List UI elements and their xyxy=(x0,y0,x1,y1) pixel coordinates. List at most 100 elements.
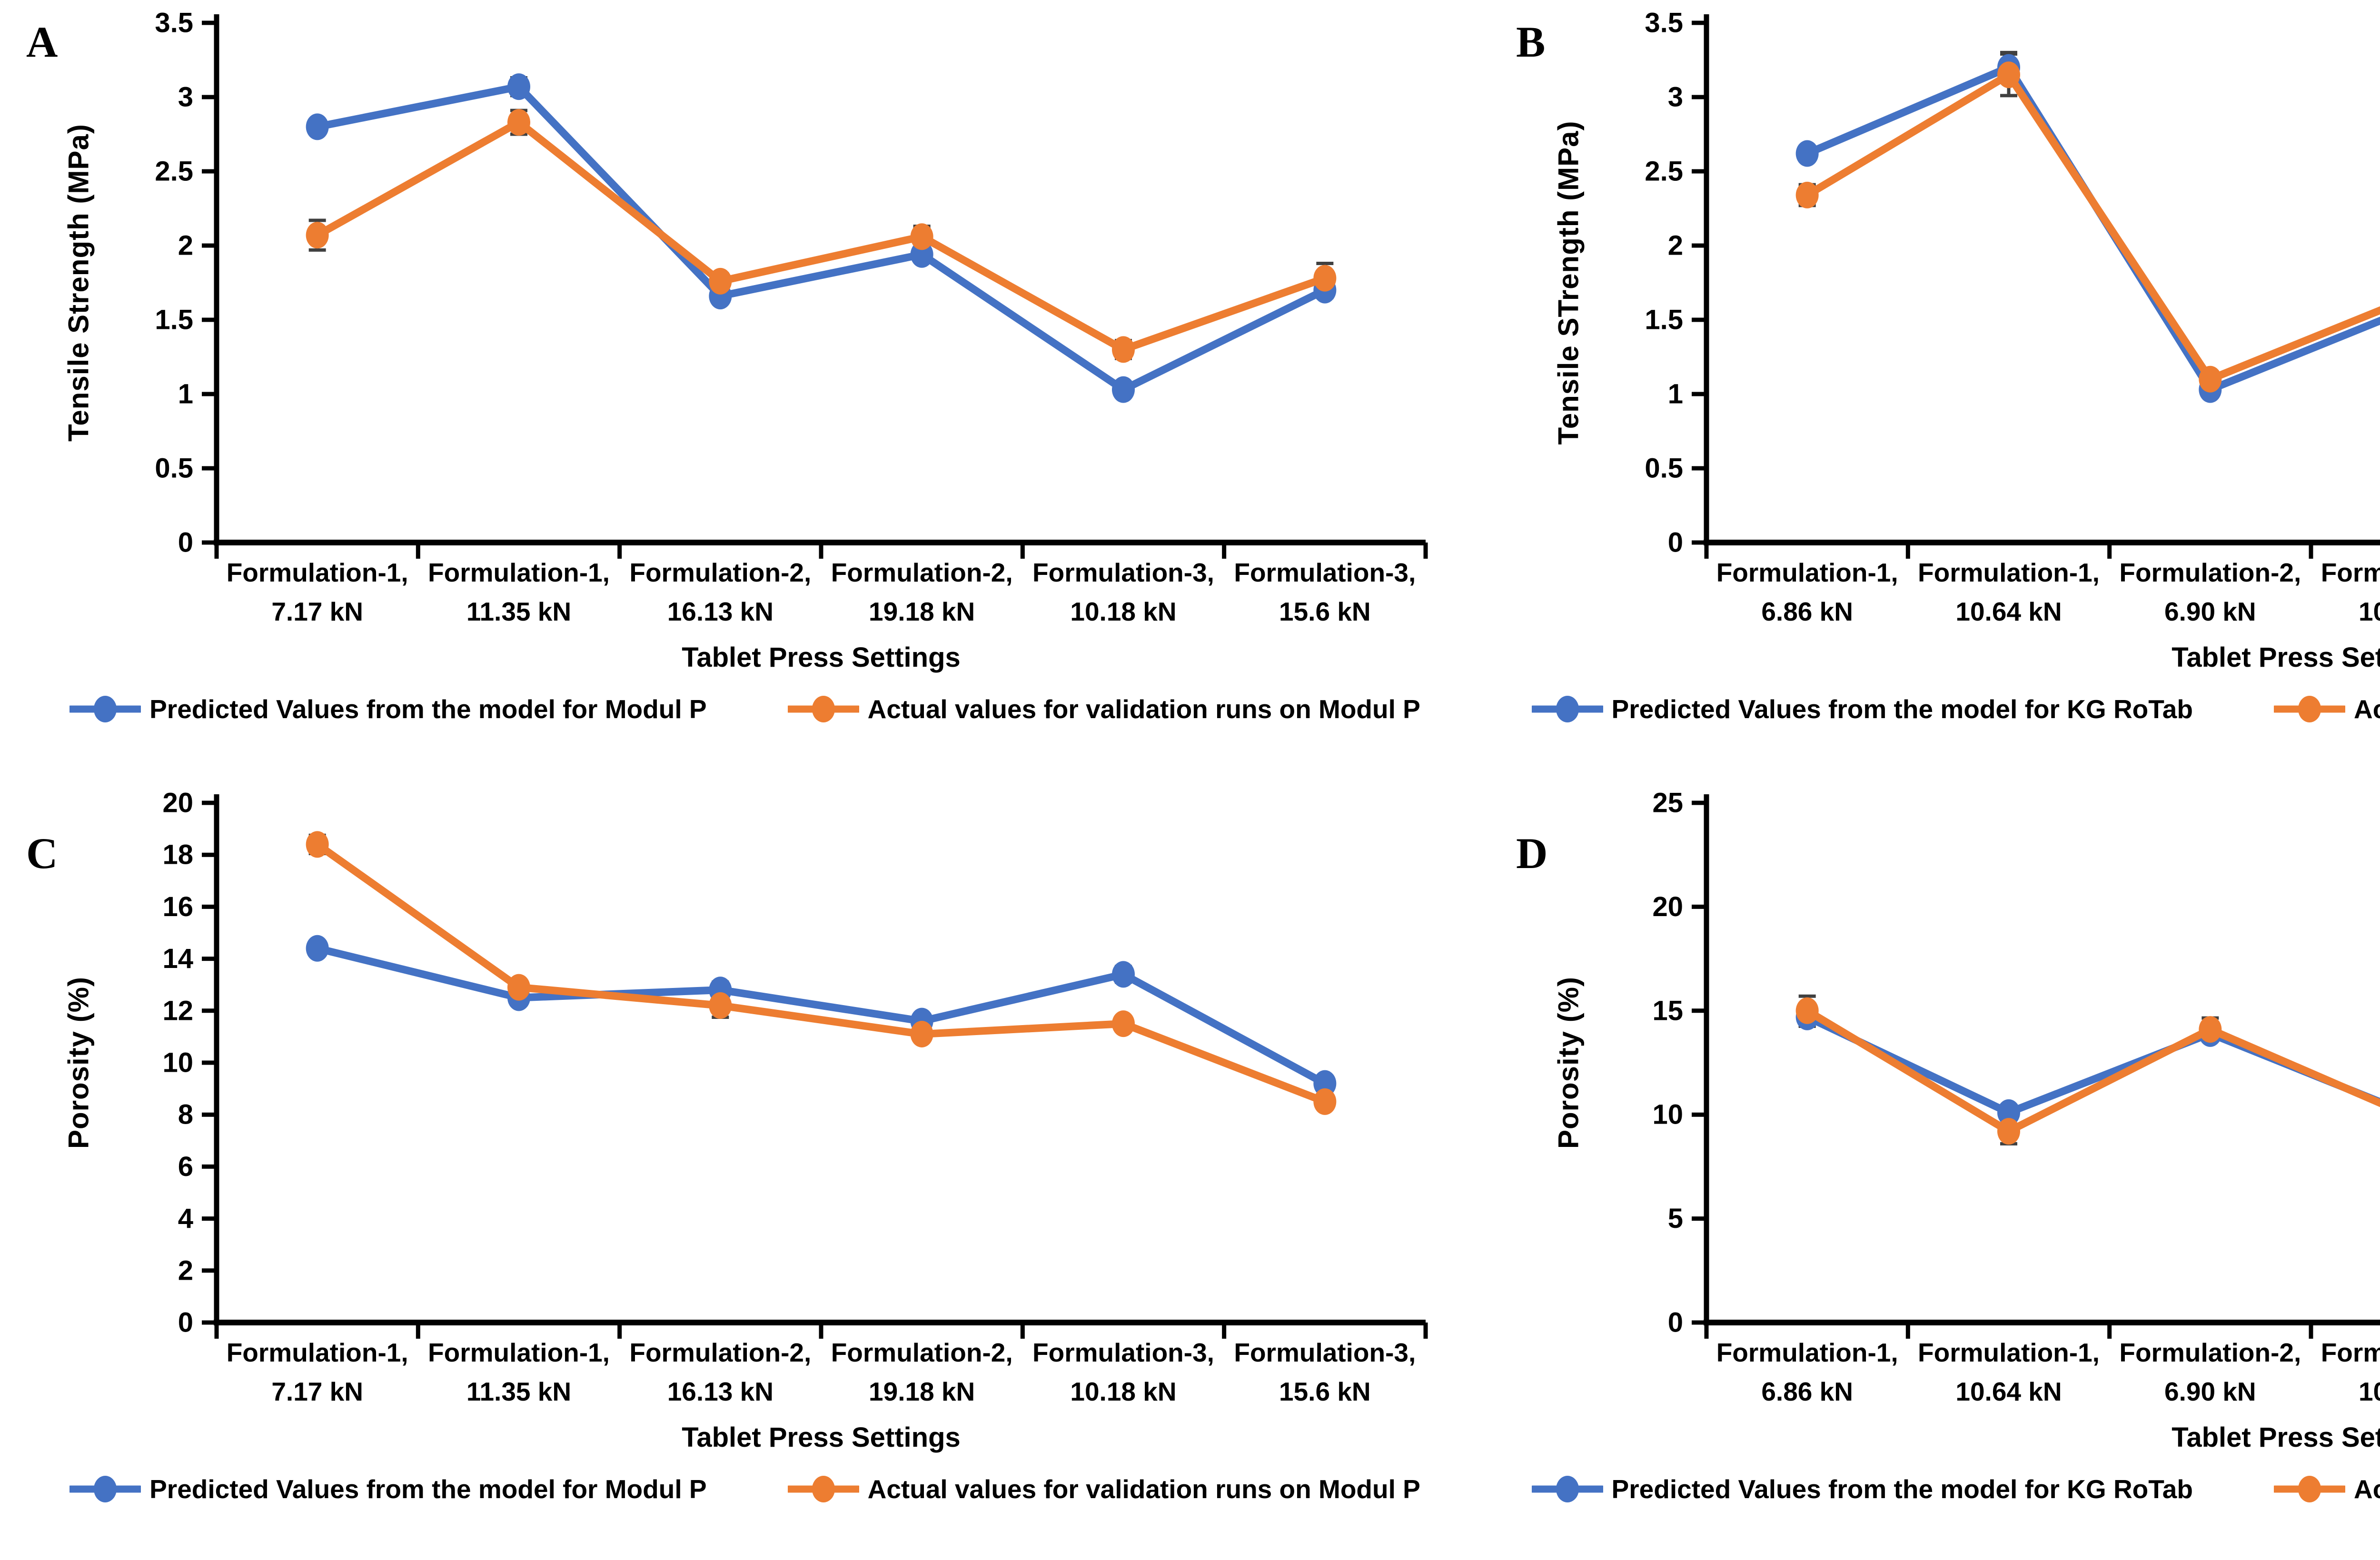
legend-marker-glyph xyxy=(69,1476,141,1502)
y-tick-label: 0 xyxy=(1668,527,1683,558)
y-tick-label: 0 xyxy=(178,1307,193,1338)
x-axis-title: Tablet Press Settings xyxy=(682,642,961,673)
actual-data-point xyxy=(306,222,329,249)
panel-c-porosity-modul-p: C Porosity (%) 20 18 16 14 12 10 8 6 4 2 0 Formulat… xyxy=(0,780,1490,1560)
y-tick-label: 10 xyxy=(1652,1099,1683,1130)
y-tick-label: 20 xyxy=(162,788,193,819)
x-category-label: Formulation-3, 10.18 kN xyxy=(1032,558,1214,626)
x-category-label: Formulation-1, 6.86 kN xyxy=(1716,558,1898,626)
x-category-label: Formulation-3, 15.6 kN xyxy=(1234,558,1416,626)
predicted-series-line xyxy=(1803,1013,2380,1116)
legend-item-predicted: Predicted Values from the model for KG R… xyxy=(1531,1474,2193,1504)
y-tick-label: 18 xyxy=(162,839,193,870)
predicted-line-marker-icon xyxy=(1531,694,1603,724)
y-tick-label: 6 xyxy=(178,1151,193,1182)
y-tick-label: 2 xyxy=(178,1255,193,1286)
actual-data-point xyxy=(507,974,530,1001)
legend-item-predicted: Predicted Values from the model for KG R… xyxy=(1531,694,2193,724)
legend-marker-dot xyxy=(2298,1476,2321,1502)
predicted-data-point xyxy=(1997,1099,2020,1126)
legend-marker-glyph xyxy=(1531,1476,1603,1502)
predicted-series-line xyxy=(1803,63,2380,394)
legend: Predicted Values from the model for KG R… xyxy=(1490,694,2380,724)
x-category-label: Formulation-2, 19.18 kN xyxy=(831,558,1013,626)
y-tick-label: 0 xyxy=(178,527,193,558)
predicted-series-line xyxy=(313,83,1329,394)
actual-data-point xyxy=(1795,181,1819,208)
legend-marker-glyph xyxy=(69,696,141,722)
y-tick-label: 20 xyxy=(1652,891,1683,922)
x-category-label: Formulation-2, 6.90 kN xyxy=(2119,1338,2301,1406)
x-category-label: Formulation-2,10.99 kN xyxy=(2321,558,2380,626)
predicted-data-point xyxy=(1112,376,1135,403)
legend-label: Predicted Values from the model for Modu… xyxy=(149,694,707,724)
panel-b-tensile-strength-kg-rotab: B Tensile STrength (MPa) 3.5 3 2.5 2 1.5 1 0.5… xyxy=(1490,0,2380,780)
predicted-data-point xyxy=(306,113,329,140)
y-tick-label: 1.5 xyxy=(1645,305,1683,336)
actual-data-point xyxy=(2199,1016,2222,1043)
predicted-data-point xyxy=(507,73,530,100)
legend-label: Predicted Values from the model for Modu… xyxy=(149,1474,707,1504)
x-category-label: Formulation-1, 11.35 kN xyxy=(428,558,610,626)
predicted-line-marker-icon xyxy=(69,1474,141,1504)
actual-line-marker-icon xyxy=(2273,1474,2345,1504)
actual-data-point xyxy=(910,223,933,250)
y-tick-label: 2.5 xyxy=(1645,156,1683,187)
panel-letter: A xyxy=(26,18,58,66)
y-tick-label: 2.5 xyxy=(155,156,193,187)
x-axis-title: Tablet Press Settings xyxy=(2172,1422,2380,1453)
x-category-label: Formulation-1, 7.17 kN xyxy=(227,558,408,626)
legend-label: Actual values for validation runs on KG … xyxy=(2353,694,2380,724)
actual-data-point xyxy=(1112,336,1135,363)
x-category-label: Formulation-2, 6.90 kN xyxy=(2119,558,2301,626)
legend-label: Predicted Values from the model for KG R… xyxy=(1611,694,2193,724)
actual-data-point xyxy=(1997,1118,2020,1145)
legend: Predicted Values from the model for KG R… xyxy=(1490,1474,2380,1504)
x-axis-title: Tablet Press Settings xyxy=(682,1422,961,1453)
plot-area: 3.5 3 2.5 2 1.5 1 0.5 0 Formulation-1, 7.17 kN For… xyxy=(155,8,1428,626)
legend-label: Actual values for validation runs on Mod… xyxy=(867,1474,1420,1504)
y-tick-label: 3 xyxy=(1668,82,1683,113)
y-tick-label: 1 xyxy=(1668,379,1683,410)
actual-data-point xyxy=(1112,1010,1135,1037)
actual-series-line xyxy=(313,118,1329,354)
x-category-label: Formulation-1, 11.35 kN xyxy=(428,1338,610,1406)
x-category-label: Formulation-3, 10.18 kN xyxy=(1032,1338,1214,1406)
y-tick-label: 16 xyxy=(162,891,193,922)
x-category-label: Formulation-1, 10.64 kN xyxy=(1918,1338,2100,1406)
x-category-label: Formulation-3, 15.6 kN xyxy=(1234,1338,1416,1406)
legend-item-predicted: Predicted Values from the model for Modu… xyxy=(69,1474,707,1504)
actual-series-line xyxy=(313,840,1329,1106)
legend-item-actual: Actual values for validation runs on KG … xyxy=(2273,1474,2380,1504)
panel-a-tensile-strength-modul-p: A Tensile Strength (MPa) 3.5 3 2.5 2 1.5 1 0.5… xyxy=(0,0,1490,780)
plot-area: 25 20 15 10 5 0 Formulation-1, 6.86 kN Formulati… xyxy=(1652,788,2380,1406)
y-tick-label: 25 xyxy=(1652,788,1683,819)
legend-marker-glyph xyxy=(1531,696,1603,722)
x-category-label: Formulation-1, 6.86 kN xyxy=(1716,1338,1898,1406)
actual-data-point xyxy=(306,831,329,858)
x-category-label: Formulation-1, 7.17 kN xyxy=(227,1338,408,1406)
actual-data-point xyxy=(709,267,732,295)
y-tick-label: 0.5 xyxy=(1645,453,1683,484)
panel-letter: B xyxy=(1516,18,1546,66)
actual-line-marker-icon xyxy=(2273,694,2345,724)
x-category-label: Formulation-2, 16.13 kN xyxy=(629,558,811,626)
legend-marker-dot xyxy=(812,1476,835,1502)
actual-data-point xyxy=(2199,365,2222,393)
plot-area: 3.5 3 2.5 2 1.5 1 0.5 0 Formulation-1, 6.86 kN For… xyxy=(1645,8,2380,626)
y-tick-label: 1 xyxy=(178,379,193,410)
x-category-label: Formulation-1, 10.64 kN xyxy=(1918,558,2100,626)
y-tick-label: 14 xyxy=(162,943,193,974)
y-tick-label: 2 xyxy=(1668,230,1683,261)
legend-marker-dot xyxy=(812,696,835,722)
predicted-data-point xyxy=(306,935,329,962)
predicted-line-marker-icon xyxy=(1531,1474,1603,1504)
predicted-data-point xyxy=(1112,961,1135,988)
legend-label: Actual values for validation runs on Mod… xyxy=(867,694,1420,724)
panel-letter: C xyxy=(26,829,58,878)
y-tick-label: 5 xyxy=(1668,1203,1683,1234)
actual-series-line xyxy=(1803,1007,2380,1135)
panel-d-porosity-kg-rotab: D Porosity (%) 25 20 15 10 5 0 Formulation-1, 6… xyxy=(1490,780,2380,1560)
y-tick-label: 0 xyxy=(1668,1307,1683,1338)
